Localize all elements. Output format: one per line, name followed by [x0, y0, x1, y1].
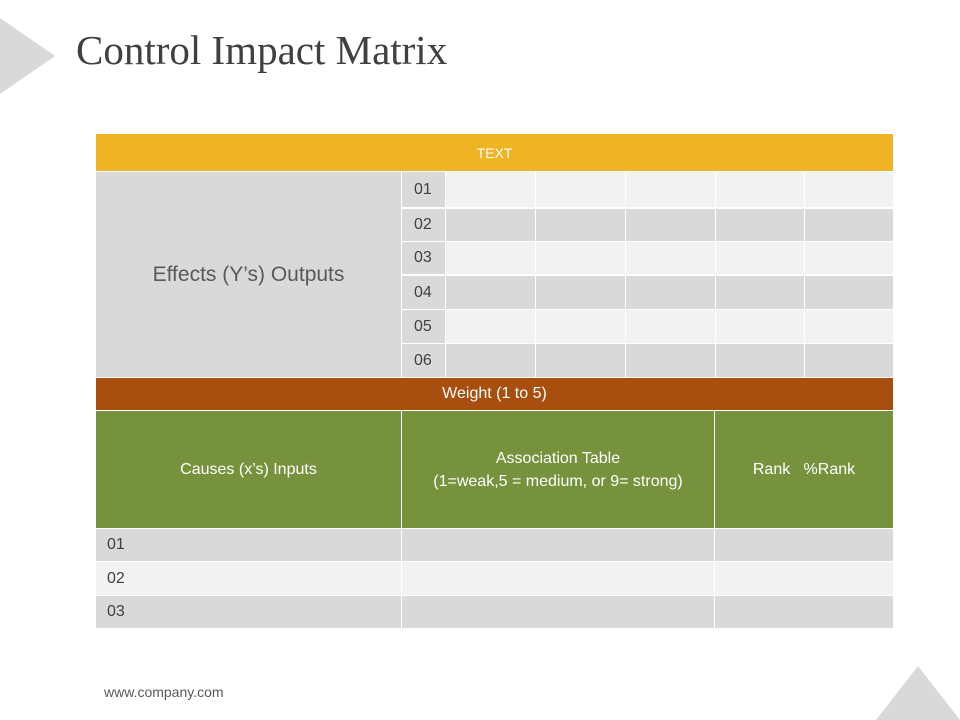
effect-grid-cell: [805, 172, 893, 207]
corner-triangle-decoration: [0, 18, 55, 94]
slide-title: Control Impact Matrix: [76, 27, 448, 73]
cause-grid-cell: [715, 562, 893, 595]
cause-row-number: 01: [96, 529, 401, 561]
association-title: Association Table: [495, 449, 621, 467]
causes-header-cell: Causes (x’s) Inputs: [96, 411, 401, 528]
effect-row-number: 04: [402, 276, 445, 309]
effect-grid-cell: [716, 209, 804, 241]
effect-grid-cell: [716, 172, 804, 207]
cause-grid-cell: [715, 529, 893, 561]
effect-grid-cell: [446, 310, 535, 343]
association-scale: (1=weak,5 = medium, or 9= strong): [433, 472, 683, 490]
effect-grid-cell: [805, 209, 893, 241]
effect-grid-cell: [446, 209, 535, 241]
effect-grid-cell: [536, 242, 625, 274]
effect-grid-cell: [626, 242, 715, 274]
effect-grid-cell: [536, 209, 625, 241]
effect-grid-cell: [626, 276, 715, 309]
effect-grid-cell: [446, 172, 535, 207]
rank-header-cell: Rank %Rank: [715, 411, 893, 528]
cause-row-number: 03: [96, 596, 401, 628]
cause-row-number: 02: [96, 562, 401, 595]
effect-grid-cell: [805, 344, 893, 377]
effect-grid-cell: [446, 276, 535, 309]
effect-grid-cell: [805, 276, 893, 309]
corner-triangle-decoration: [876, 666, 960, 720]
effects-label-cell: Effects (Y’s) Outputs: [96, 172, 401, 377]
effect-grid-cell: [446, 344, 535, 377]
effect-grid-cell: [716, 310, 804, 343]
effect-row-number: 02: [402, 209, 445, 241]
effect-grid-cell: [536, 310, 625, 343]
effect-grid-cell: [716, 242, 804, 274]
association-header-cell: Association Table (1=weak,5 = medium, or…: [402, 411, 714, 528]
cause-grid-cell: [402, 562, 714, 595]
effect-grid-cell: [446, 242, 535, 274]
cause-grid-cell: [402, 529, 714, 561]
effect-grid-cell: [536, 172, 625, 207]
effect-grid-cell: [536, 344, 625, 377]
matrix-header-bar: TEXT: [96, 134, 893, 171]
effect-grid-cell: [536, 276, 625, 309]
effect-grid-cell: [805, 242, 893, 274]
effect-grid-cell: [716, 276, 804, 309]
weight-bar: Weight (1 to 5): [96, 378, 893, 410]
effect-row-number: 06: [402, 344, 445, 377]
cause-grid-cell: [402, 596, 714, 628]
effect-grid-cell: [716, 344, 804, 377]
effect-grid-cell: [626, 172, 715, 207]
effect-grid-cell: [626, 209, 715, 241]
cause-grid-cell: [715, 596, 893, 628]
effect-row-number: 05: [402, 310, 445, 343]
effect-grid-cell: [626, 344, 715, 377]
effect-grid-cell: [805, 310, 893, 343]
footer-url: www.company.com: [104, 684, 224, 700]
effect-row-number: 03: [402, 242, 445, 274]
effect-row-number: 01: [402, 172, 445, 207]
effect-grid-cell: [626, 310, 715, 343]
